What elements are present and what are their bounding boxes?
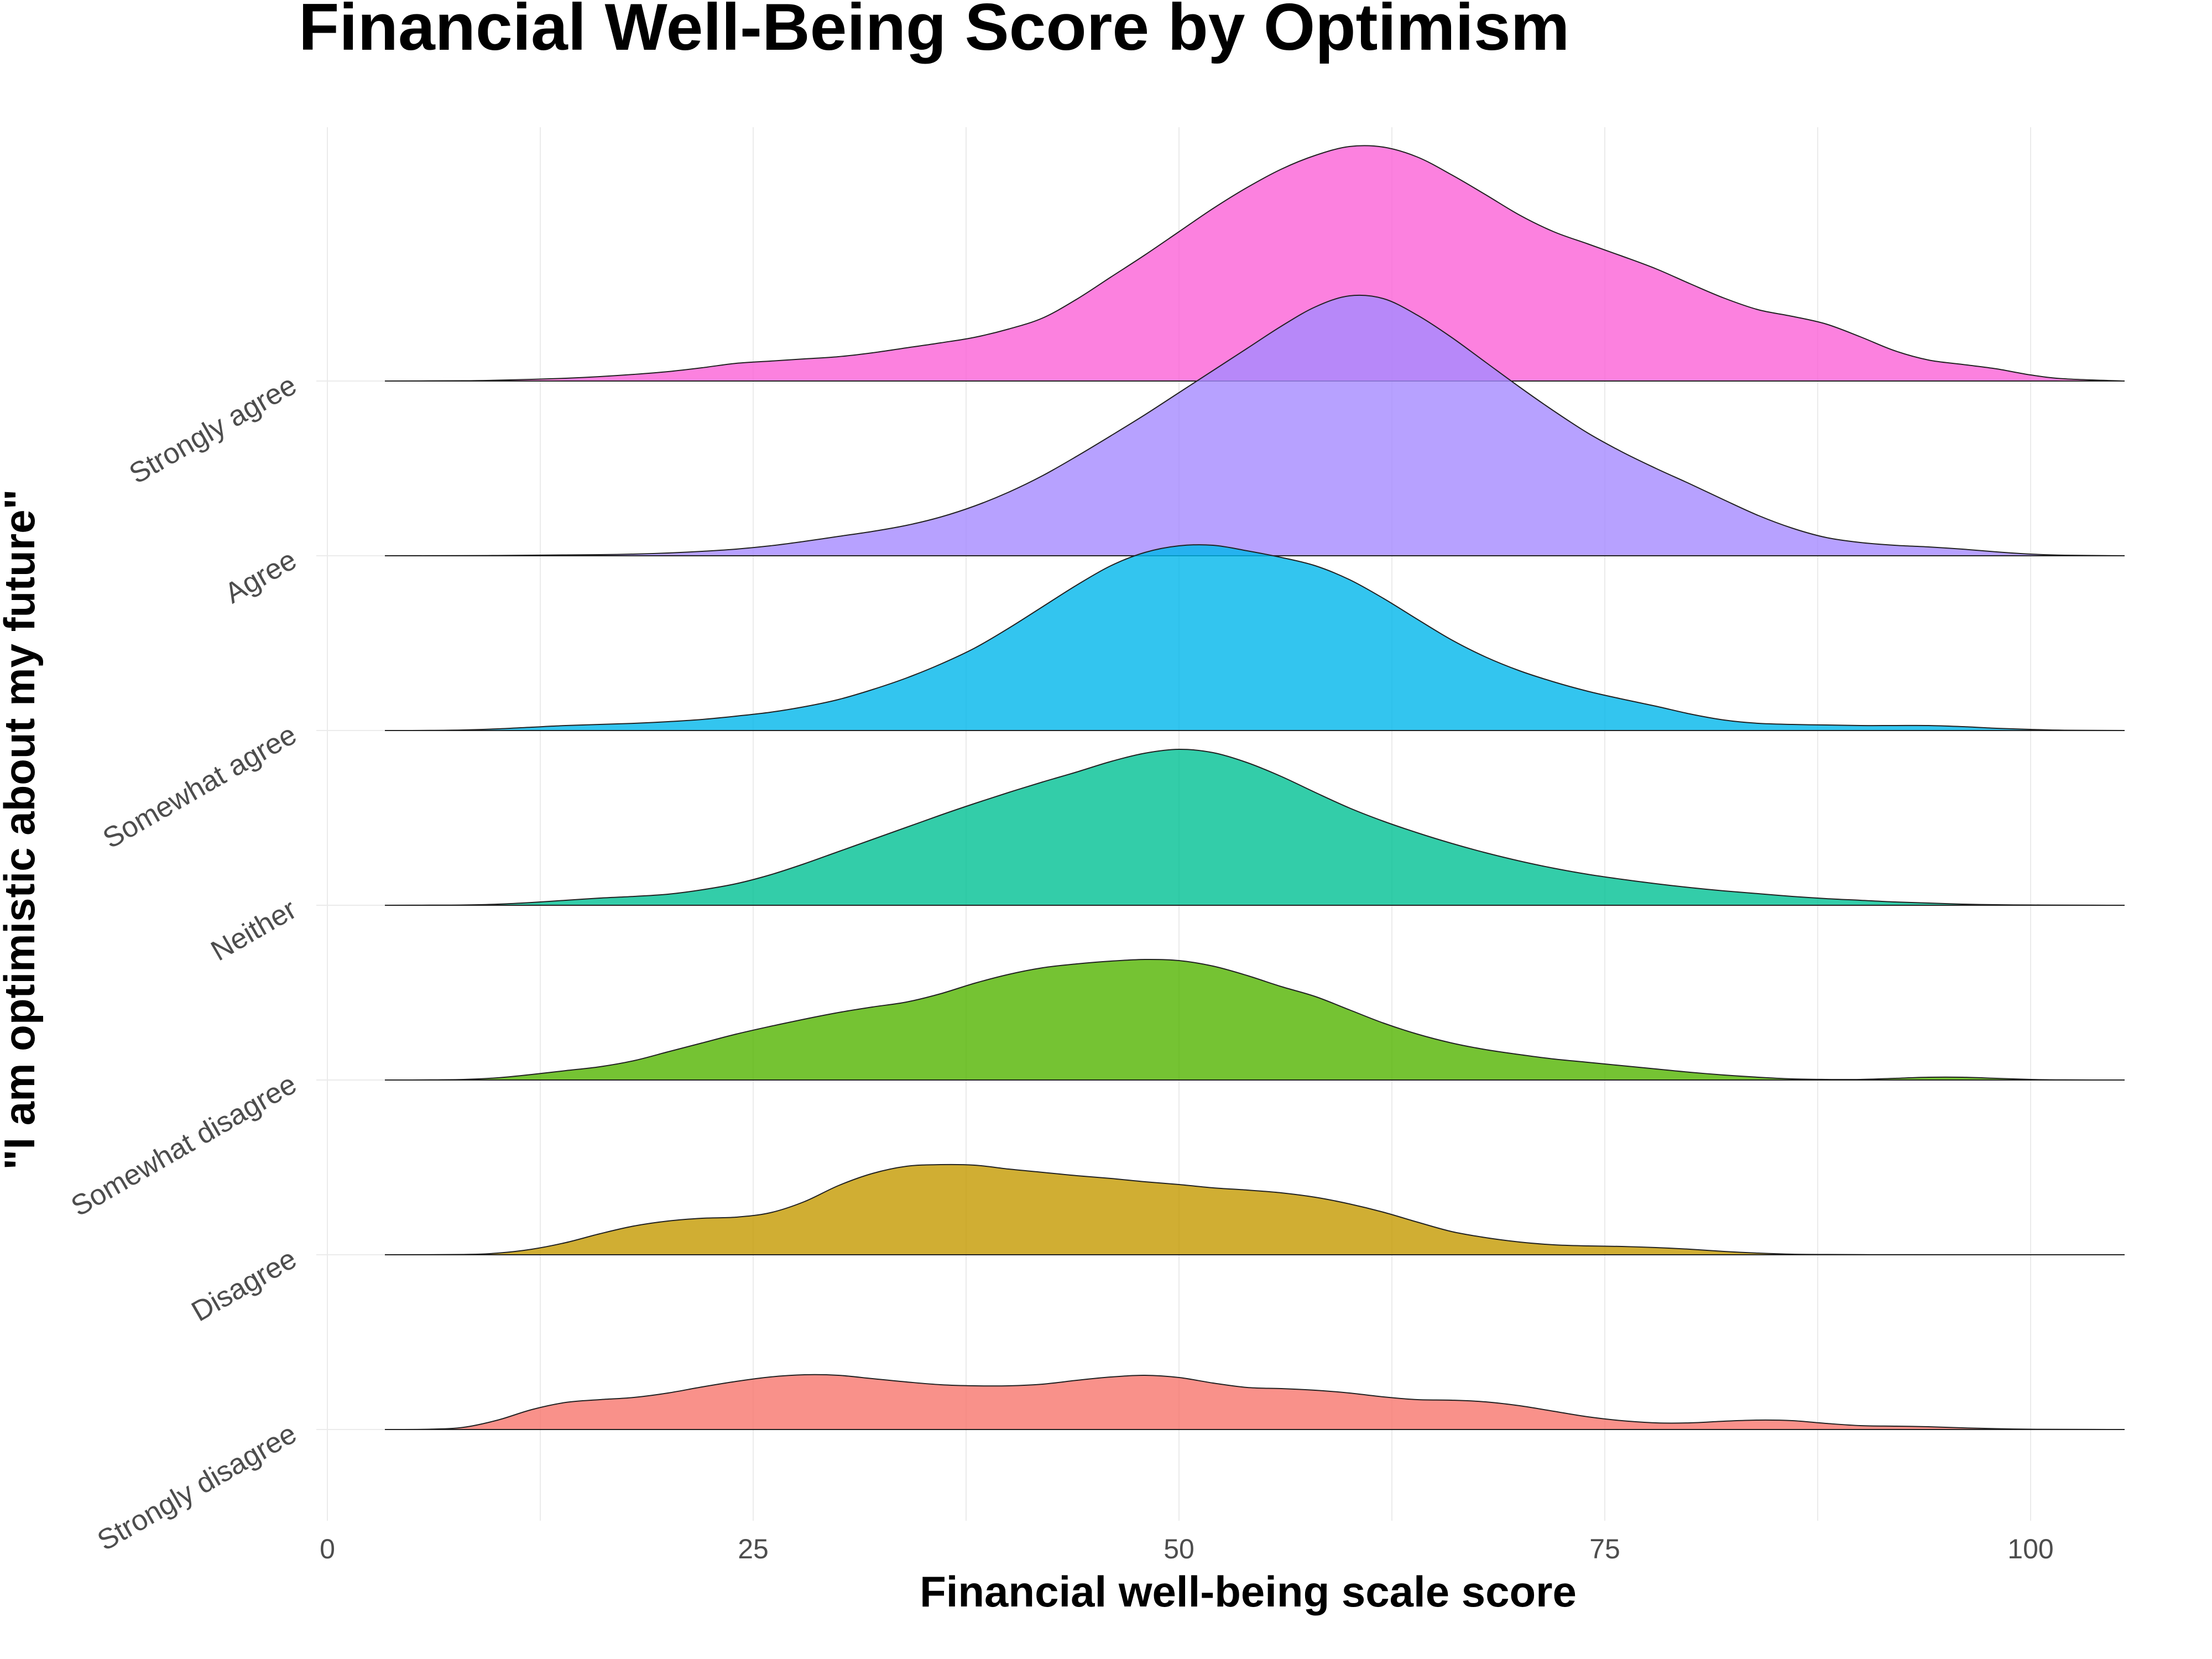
category-label: Neither — [206, 893, 302, 967]
x-tick-label: 75 — [1589, 1533, 1620, 1564]
x-tick-label: 50 — [1164, 1533, 1194, 1564]
ridge-area-strongly-agree — [387, 145, 2125, 381]
y-axis-title: "I am optimistic about my future" — [0, 489, 44, 1170]
ridge-area-somewhat-disagree — [387, 959, 2125, 1080]
x-tick-label: 100 — [2007, 1533, 2053, 1564]
category-labels: Strongly disagree Disagree Somewhat disagr… — [66, 369, 302, 1557]
x-axis-title: Financial well-being scale score — [920, 1567, 1577, 1616]
ridge-area-strongly-disagree — [387, 1374, 2125, 1430]
ridge-outline-strongly-disagree — [387, 1374, 2125, 1430]
ridge-outline-strongly-agree — [387, 145, 2125, 382]
category-label: Strongly agree — [124, 369, 302, 490]
ridge-area-disagree — [387, 1164, 2125, 1255]
ridge-outline-disagree — [387, 1164, 2125, 1256]
x-tick-label: 0 — [320, 1533, 335, 1564]
category-label: Agree — [220, 544, 302, 610]
ridge-area-somewhat-agree — [387, 545, 2125, 731]
x-tick-label: 25 — [738, 1533, 769, 1564]
ridge-outline-somewhat-disagree — [387, 958, 2125, 1081]
ridge-area-neither — [387, 749, 2125, 905]
x-axis-ticks: 0 25 50 75 100 — [320, 1533, 2054, 1564]
chart-title: Financial Well-Being Score by Optimism — [299, 0, 1569, 64]
ridge-outline-agree — [387, 294, 2125, 556]
category-label: Strongly disagree — [92, 1417, 302, 1557]
ridge-outline-neither — [387, 748, 2125, 906]
category-label: Somewhat agree — [98, 718, 302, 855]
category-label: Somewhat disagree — [66, 1068, 302, 1223]
ridges-layer — [385, 145, 2125, 1430]
category-label: Disagree — [186, 1243, 302, 1328]
ridge-outline-somewhat-agree — [387, 544, 2125, 731]
ridge-area-agree — [387, 295, 2125, 556]
